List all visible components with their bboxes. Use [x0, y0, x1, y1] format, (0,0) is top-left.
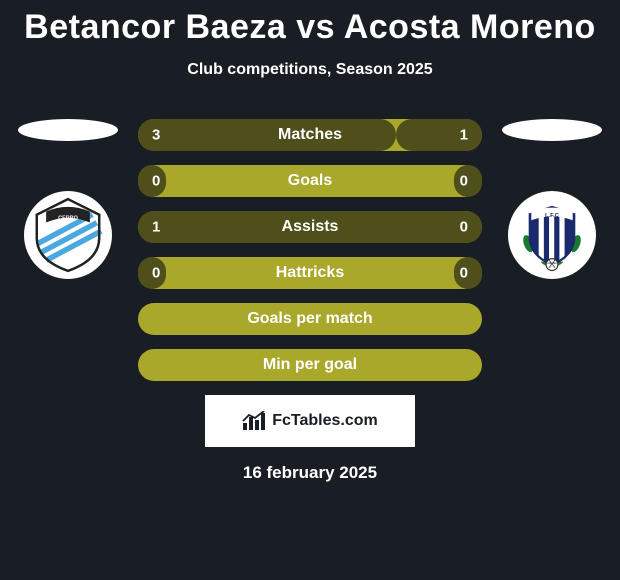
stat-bars: 3 1 Matches 0 0 Goals 1 0 Assists 0 0 Hattricks Goal…: [128, 119, 492, 381]
player-head-icon: [502, 119, 602, 141]
player-head-icon: [18, 119, 118, 141]
club-crest-right: L.F.C: [508, 191, 596, 279]
stat-value-right: 1: [460, 127, 468, 144]
svg-text:L.F.C: L.F.C: [545, 213, 560, 219]
stat-fill-right: [454, 257, 482, 289]
stat-label: Goals per match: [247, 310, 372, 328]
svg-text:CERRO: CERRO: [58, 215, 78, 221]
page-subtitle: Club competitions, Season 2025: [0, 61, 620, 79]
page-title: Betancor Baeza vs Acosta Moreno: [0, 8, 620, 47]
stat-fill-right: [396, 119, 482, 151]
stat-label: Goals: [288, 172, 332, 190]
stat-row: 1 0 Assists: [138, 211, 482, 243]
stat-label: Assists: [282, 218, 339, 236]
stat-value-right: 0: [460, 173, 468, 190]
footer-date: 16 february 2025: [0, 463, 620, 483]
club-crest-left: CERRO: [24, 191, 112, 279]
brand-text: FcTables.com: [272, 412, 378, 430]
stat-label: Matches: [278, 126, 342, 144]
chart-bars-icon: [242, 411, 266, 431]
player-right-col: L.F.C: [492, 119, 612, 381]
stat-fill-left: [138, 119, 396, 151]
brand-badge[interactable]: FcTables.com: [205, 395, 415, 447]
player-left-col: CERRO: [8, 119, 128, 381]
stat-value-left: 1: [152, 219, 160, 236]
stat-row: 0 0 Hattricks: [138, 257, 482, 289]
stat-row: 3 1 Matches: [138, 119, 482, 151]
stat-value-left: 3: [152, 127, 160, 144]
stat-value-right: 0: [460, 219, 468, 236]
stat-label: Min per goal: [263, 356, 357, 374]
liverpool-uy-crest-icon: L.F.C: [515, 198, 589, 272]
stat-label: Hattricks: [276, 264, 344, 282]
stat-value-right: 0: [460, 265, 468, 282]
stat-row: Min per goal: [138, 349, 482, 381]
stat-value-left: 0: [152, 265, 160, 282]
stat-fill-right: [454, 165, 482, 197]
content-row: CERRO 3 1 Matches 0 0 Goals 1 0 Assists 0 0 Hattric…: [0, 119, 620, 381]
stat-value-left: 0: [152, 173, 160, 190]
stat-row: 0 0 Goals: [138, 165, 482, 197]
cerro-crest-icon: CERRO: [29, 196, 107, 274]
stat-row: Goals per match: [138, 303, 482, 335]
card-root: Betancor Baeza vs Acosta Moreno Club com…: [0, 0, 620, 483]
